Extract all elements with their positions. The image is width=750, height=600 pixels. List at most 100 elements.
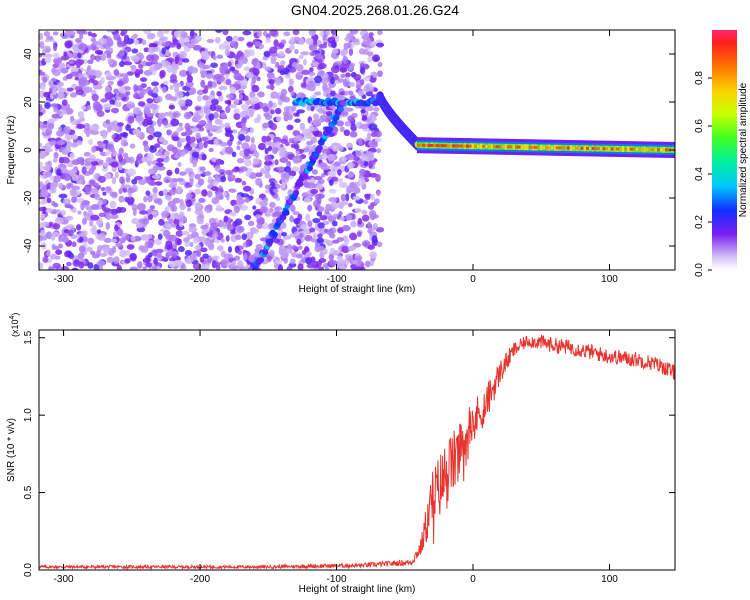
spectrogram-noise-blob [86,104,92,111]
spectrogram-noise-blob [39,40,45,49]
spectrogram-noise-blob [184,122,191,131]
spectrogram-noise-blob [185,199,192,208]
spectrogram-noise-blob [292,156,301,164]
spectrogram-noise-blob [305,132,313,140]
spectrogram-noise-blob [343,42,349,51]
spectrogram-noise-blob [264,147,269,155]
spectrogram-noise-blob [201,153,207,161]
spectrogram-line-cell [455,144,459,148]
spectrogram-noise-blob [237,36,245,42]
spectrogram-noise-blob [76,156,85,165]
spectrogram-noise-blob [76,224,82,231]
spectrogram-noise-blob [248,172,257,180]
spectrogram-noise-blob [331,220,338,227]
spectrogram-noise-blob [318,266,324,270]
spectrogram-noise-blob [328,188,337,194]
spectrogram-noise-blob [61,99,68,106]
spectrogram-noise-blob [39,142,43,148]
spectrogram-noise-blob [247,220,255,227]
spectrogram-noise-blob [109,99,115,105]
spectrogram-noise-blob [178,217,188,222]
spectrogram-noise-blob [145,262,153,268]
spectrogram-noise-blob [53,106,59,113]
spectrogram-noise-blob [208,113,215,121]
spectrogram-noise-blob [202,253,209,259]
spectrogram-line-cell [556,146,560,150]
spectrogram-noise-blob [109,192,118,197]
spectrogram-noise-blob [244,50,252,58]
spectrogram-noise-blob [69,92,78,98]
spectrogram-noise-blob [102,191,107,196]
spectrogram-noise-blob [263,112,270,118]
spectrogram-noise-blob [343,235,349,243]
spectrogram-xtick-label: -300 [54,274,74,285]
spectrogram-noise-blob [298,54,304,60]
spectrogram-noise-blob [357,217,363,225]
spectrogram-noise-blob [100,186,106,192]
spectrogram-noise-blob [158,218,165,226]
spectrogram-line-cell [569,146,574,150]
spectrogram-noise-blob [52,31,59,36]
spectrogram-noise-blob [205,100,212,106]
spectrogram-noise-blob [188,226,198,233]
spectrogram-noise-blob [190,38,199,45]
spectrogram-noise-blob [312,118,321,127]
spectrogram-noise-blob [172,82,182,88]
spectrogram-noise-blob [312,217,321,224]
spectrogram-noise-blob [249,127,255,134]
spectrogram-noise-blob [234,177,243,183]
spectrogram-noise-blob [262,30,268,37]
spectrogram-noise-blob [116,39,123,48]
spectrogram-xtick-label: 0 [470,274,476,285]
spectrogram-noise-blob [220,258,229,266]
spectrogram-noise-blob [119,89,126,94]
snr-xtick-label: 100 [601,574,618,585]
spectrogram-noise-blob [244,159,252,167]
spectrogram-noise-blob [76,59,85,65]
spectrogram-streak-cell [333,114,340,121]
spectrogram-noise-blob [270,56,277,61]
spectrogram-noise-blob [174,260,184,266]
spectrogram-noise-blob [294,49,299,55]
spectrogram-line-cell [591,146,596,150]
spectrogram-noise-blob [203,140,208,149]
spectrogram-noise-blob [71,241,77,248]
spectrogram-noise-blob [325,240,334,247]
spectrogram-noise-blob [317,245,325,252]
spectrogram-noise-blob [92,41,102,46]
spectrogram-noise-blob [288,67,297,73]
spectrogram-noise-blob [289,37,295,44]
spectrogram-noise-blob [274,159,279,166]
spectrogram-noise-blob [143,196,148,203]
spectrogram-noise-blob [153,64,161,71]
spectrogram-noise-blob [225,235,230,242]
spectrogram-noise-blob [279,151,285,158]
spectrogram-noise-blob [305,213,311,222]
spectrogram-noise-blob [181,58,190,63]
spectrogram-noise-blob [347,115,355,122]
spectrogram-noise-blob [201,189,208,197]
spectrogram-noise-blob [196,249,202,258]
spectrogram-noise-blob [264,154,272,162]
spectrogram-noise-blob [268,79,275,86]
spectrogram-noise-blob [138,68,144,75]
spectrogram-noise-blob [220,112,227,119]
spectrogram-noise-blob [313,91,322,96]
spectrogram-noise-blob [353,73,362,81]
spectrogram-noise-blob [83,86,93,93]
spectrogram-noise-blob [107,58,114,65]
spectrogram-noise-blob [311,136,318,144]
spectrogram-noise-blob [48,266,55,270]
spectrogram-noise-blob [150,93,159,98]
spectrogram-noise-blob [222,30,229,36]
spectrogram-noise-blob [352,195,361,201]
spectrogram-noise-blob [227,61,232,68]
spectrogram-noise-blob [113,136,120,143]
spectrogram-noise-blob [114,224,119,232]
spectrogram-noise-blob [359,123,369,130]
spectrogram-noise-blob [127,168,136,177]
spectrogram-line-cell [419,143,424,147]
spectrogram-noise-blob [270,91,279,99]
spectrogram-noise-blob [131,203,138,212]
